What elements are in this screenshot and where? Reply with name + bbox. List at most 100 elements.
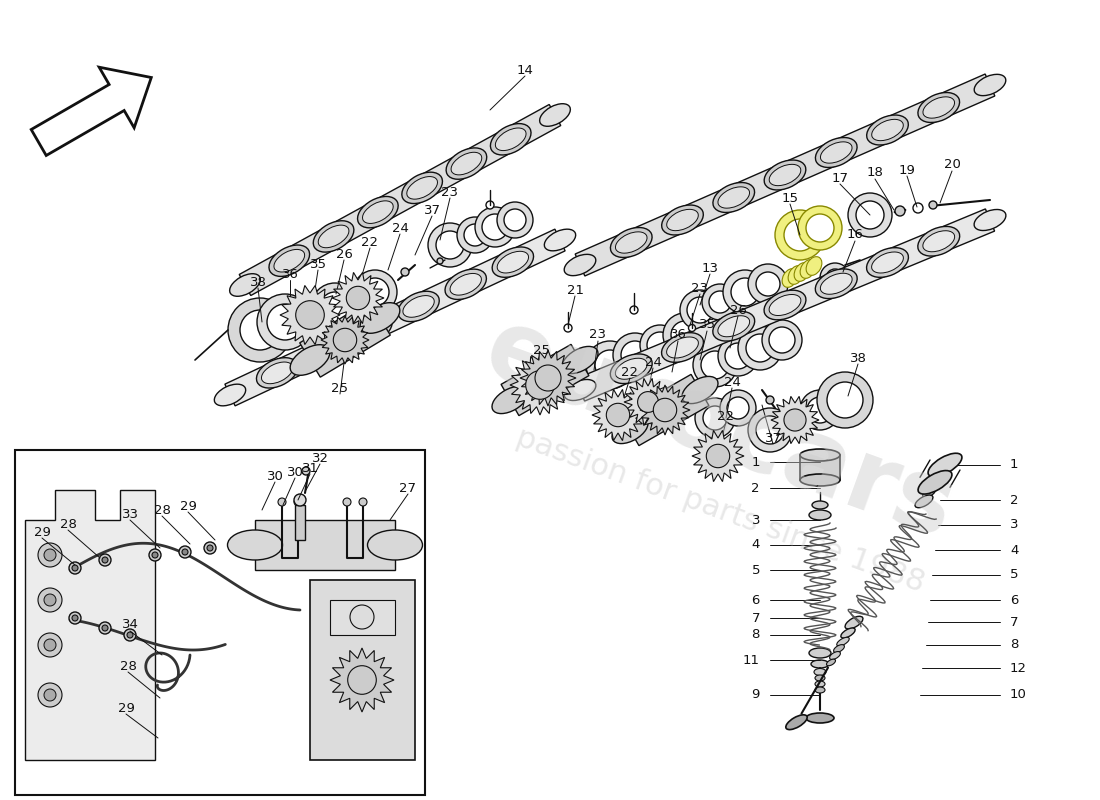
Text: 1: 1 bbox=[751, 455, 760, 469]
Circle shape bbox=[613, 333, 657, 377]
Ellipse shape bbox=[562, 346, 598, 374]
Ellipse shape bbox=[318, 225, 349, 248]
Ellipse shape bbox=[867, 115, 909, 145]
Text: 4: 4 bbox=[751, 538, 760, 551]
Polygon shape bbox=[31, 67, 152, 155]
Circle shape bbox=[44, 689, 56, 701]
Ellipse shape bbox=[821, 142, 852, 163]
Ellipse shape bbox=[928, 454, 961, 477]
Circle shape bbox=[475, 207, 515, 247]
Text: 29: 29 bbox=[179, 499, 197, 513]
Circle shape bbox=[703, 406, 727, 430]
Text: 38: 38 bbox=[250, 275, 266, 289]
Ellipse shape bbox=[923, 230, 955, 252]
Circle shape bbox=[535, 365, 561, 391]
Circle shape bbox=[784, 219, 816, 251]
Circle shape bbox=[638, 392, 659, 413]
Ellipse shape bbox=[800, 449, 840, 461]
Circle shape bbox=[856, 201, 884, 229]
Ellipse shape bbox=[667, 337, 698, 358]
Text: 5: 5 bbox=[1010, 569, 1019, 582]
Text: 15: 15 bbox=[781, 191, 799, 205]
Ellipse shape bbox=[829, 651, 840, 659]
Ellipse shape bbox=[918, 470, 952, 494]
Circle shape bbox=[895, 206, 905, 216]
Circle shape bbox=[827, 382, 864, 418]
Text: 24: 24 bbox=[645, 355, 661, 369]
Ellipse shape bbox=[794, 262, 810, 282]
Text: 3: 3 bbox=[1010, 518, 1019, 531]
Circle shape bbox=[39, 543, 62, 567]
Circle shape bbox=[267, 304, 303, 340]
Ellipse shape bbox=[812, 501, 828, 509]
Ellipse shape bbox=[661, 333, 703, 362]
Circle shape bbox=[748, 264, 788, 304]
Ellipse shape bbox=[923, 488, 935, 498]
Circle shape bbox=[102, 557, 108, 563]
Text: 2: 2 bbox=[1010, 494, 1019, 506]
Text: 29: 29 bbox=[34, 526, 51, 538]
Text: 24: 24 bbox=[392, 222, 408, 234]
Circle shape bbox=[695, 398, 735, 438]
Ellipse shape bbox=[612, 417, 648, 443]
Circle shape bbox=[710, 291, 732, 313]
Ellipse shape bbox=[290, 345, 330, 375]
Circle shape bbox=[746, 334, 774, 362]
Ellipse shape bbox=[270, 245, 309, 276]
Circle shape bbox=[817, 372, 873, 428]
Circle shape bbox=[44, 594, 56, 606]
Circle shape bbox=[595, 350, 625, 380]
Text: 30: 30 bbox=[287, 466, 304, 478]
Circle shape bbox=[346, 286, 370, 310]
Text: 36: 36 bbox=[670, 329, 686, 342]
Circle shape bbox=[640, 325, 680, 365]
Circle shape bbox=[776, 210, 825, 260]
Text: 16: 16 bbox=[847, 229, 864, 242]
Ellipse shape bbox=[764, 160, 806, 190]
Circle shape bbox=[762, 320, 802, 360]
Ellipse shape bbox=[564, 379, 596, 401]
Circle shape bbox=[706, 444, 729, 468]
Polygon shape bbox=[502, 344, 588, 416]
Ellipse shape bbox=[806, 257, 822, 275]
Ellipse shape bbox=[402, 172, 442, 203]
Circle shape bbox=[302, 467, 310, 475]
Ellipse shape bbox=[358, 197, 398, 228]
Ellipse shape bbox=[447, 148, 486, 179]
Circle shape bbox=[806, 214, 834, 242]
Circle shape bbox=[428, 223, 472, 267]
Circle shape bbox=[257, 294, 314, 350]
Polygon shape bbox=[520, 350, 576, 406]
Polygon shape bbox=[330, 648, 394, 712]
Text: 5: 5 bbox=[751, 563, 760, 577]
Polygon shape bbox=[25, 490, 155, 760]
Ellipse shape bbox=[492, 386, 528, 414]
Polygon shape bbox=[224, 229, 565, 406]
Ellipse shape bbox=[800, 474, 840, 486]
Circle shape bbox=[126, 632, 133, 638]
Circle shape bbox=[353, 270, 397, 314]
Ellipse shape bbox=[360, 302, 399, 334]
Circle shape bbox=[798, 206, 842, 250]
Circle shape bbox=[653, 398, 676, 422]
Circle shape bbox=[807, 397, 833, 423]
Circle shape bbox=[464, 224, 486, 246]
Text: 17: 17 bbox=[832, 171, 848, 185]
Circle shape bbox=[800, 390, 840, 430]
Text: 7: 7 bbox=[1010, 615, 1019, 629]
Ellipse shape bbox=[837, 638, 849, 646]
Text: 32: 32 bbox=[311, 451, 329, 465]
Ellipse shape bbox=[363, 201, 393, 223]
Text: 4: 4 bbox=[1010, 543, 1019, 557]
Text: 35: 35 bbox=[698, 318, 715, 331]
Text: 34: 34 bbox=[122, 618, 139, 631]
Ellipse shape bbox=[262, 362, 293, 384]
Circle shape bbox=[820, 263, 850, 293]
Ellipse shape bbox=[367, 530, 422, 560]
Circle shape bbox=[182, 549, 188, 555]
Circle shape bbox=[359, 498, 367, 506]
Ellipse shape bbox=[782, 269, 797, 287]
Ellipse shape bbox=[450, 274, 482, 295]
Circle shape bbox=[348, 666, 376, 694]
Ellipse shape bbox=[351, 314, 392, 344]
